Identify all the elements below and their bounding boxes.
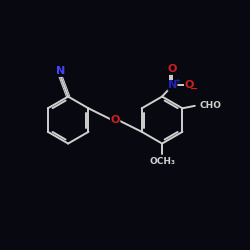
Text: N: N <box>168 80 177 90</box>
Text: −: − <box>190 84 198 94</box>
Text: O: O <box>168 64 177 74</box>
Text: O: O <box>184 80 194 90</box>
Text: OCH₃: OCH₃ <box>149 157 175 166</box>
Text: +: + <box>174 78 180 84</box>
Text: N: N <box>56 66 65 76</box>
Text: O: O <box>110 115 120 125</box>
Text: CHO: CHO <box>200 101 222 110</box>
